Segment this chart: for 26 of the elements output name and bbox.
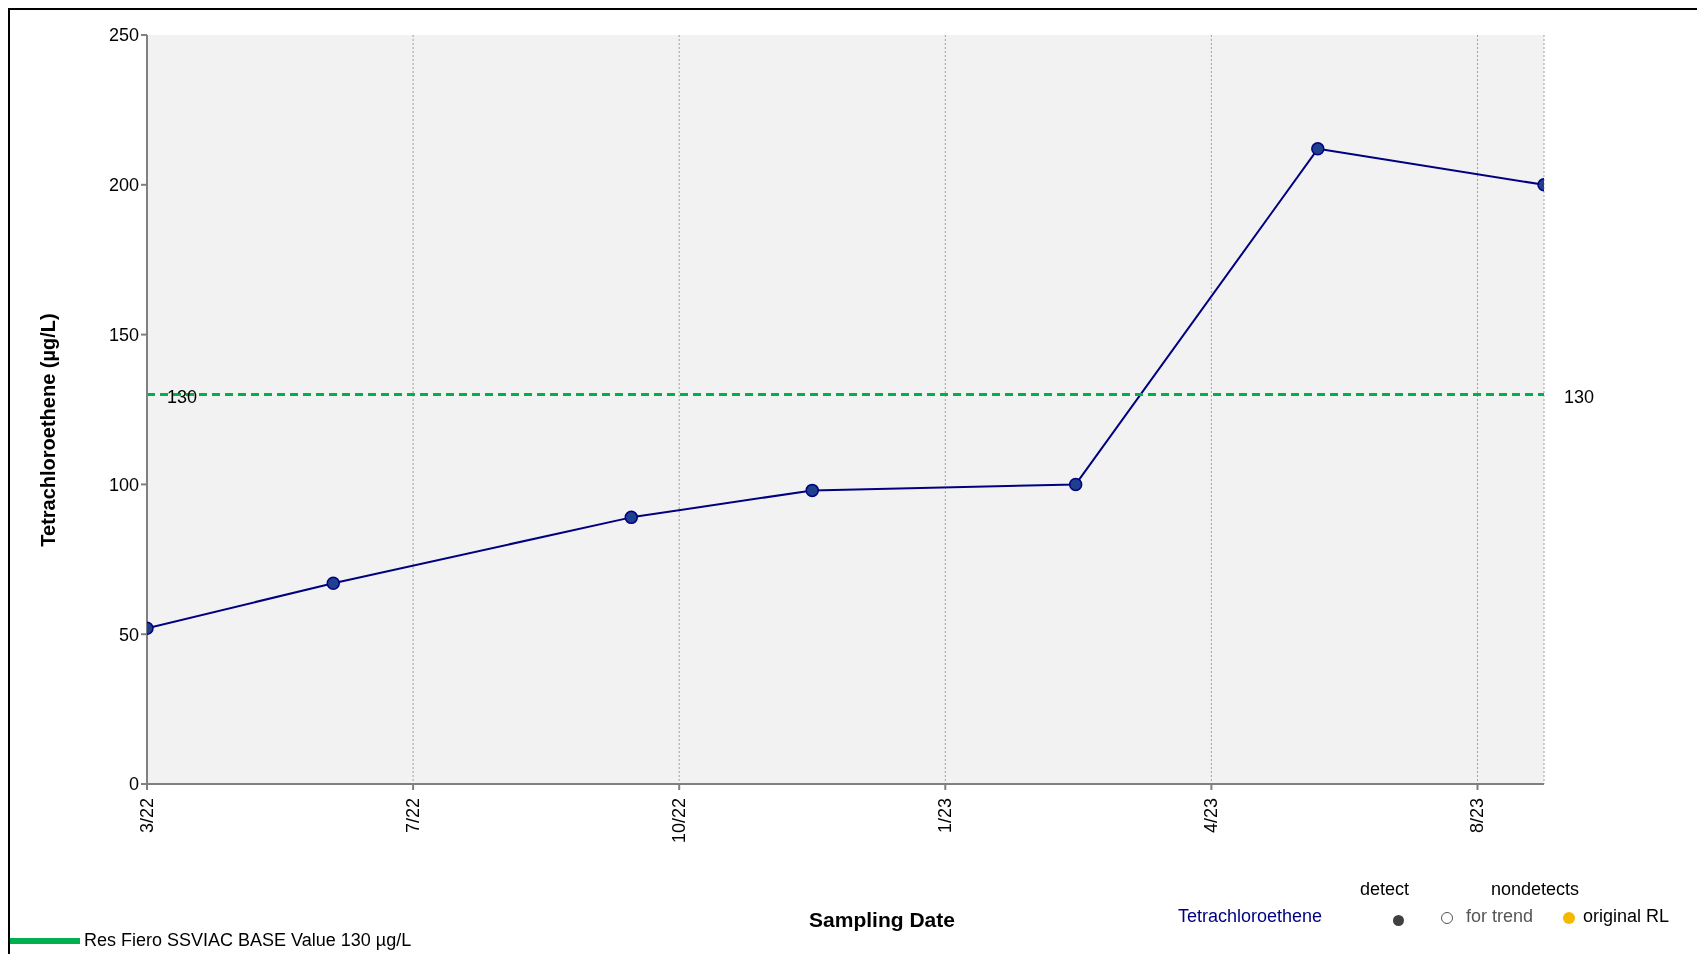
- x-axis-title: Sampling Date: [809, 908, 955, 932]
- text: original RL: [1583, 906, 1670, 927]
- y-tick-label: 100: [108, 474, 139, 495]
- point: [624, 510, 639, 525]
- legend-label: Res Fiero SSVIAC BASE Value 130 µg/L: [84, 930, 412, 951]
- text: for trend: [1466, 906, 1534, 927]
- x-tick-label: 8/23: [1467, 798, 1488, 834]
- y-tick-label: 200: [108, 175, 139, 196]
- y-axis-title: Tetrachloroethene (µg/L): [36, 313, 60, 547]
- x-tick-label: 10/22: [669, 798, 690, 844]
- point: [1068, 477, 1083, 492]
- text: detect: [1360, 879, 1410, 900]
- point: [326, 576, 341, 591]
- x-tick-label: 3/22: [137, 798, 157, 834]
- y-tick-label: 0: [128, 774, 139, 795]
- y-tick-label: 50: [118, 624, 139, 645]
- y-tick-label: 250: [108, 25, 139, 46]
- text: nondetects: [1491, 879, 1580, 900]
- annotation: 130: [1564, 386, 1595, 407]
- x-tick-label: 4/23: [1201, 798, 1222, 834]
- point: [805, 483, 819, 498]
- text: Tetrachloroethene: [1178, 906, 1323, 927]
- annotation: 130: [167, 386, 198, 407]
- x-tick-label: 1/23: [935, 798, 956, 834]
- x-tick-label: 7/22: [403, 798, 424, 834]
- y-tick-label: 150: [108, 324, 139, 345]
